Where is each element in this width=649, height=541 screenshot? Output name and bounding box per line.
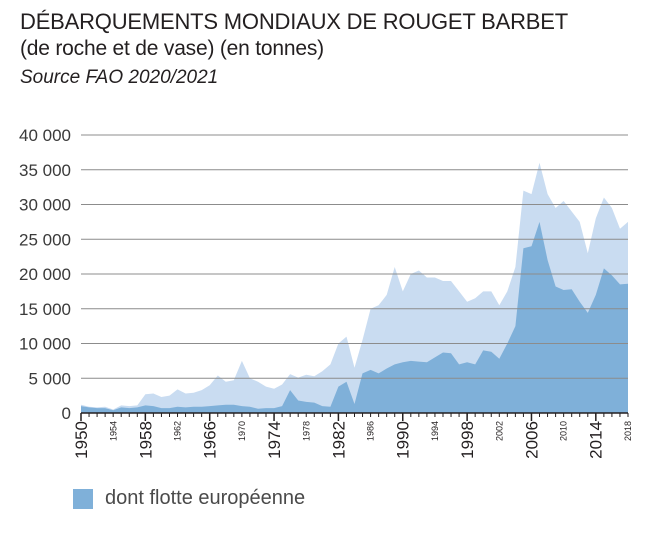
x-tick-label-minor: 2002 <box>494 421 504 441</box>
x-tick-label-minor: 2010 <box>559 421 569 441</box>
y-tick-label: 30 000 <box>19 196 71 215</box>
x-tick-label-major: 1982 <box>329 421 348 459</box>
legend: dont flotte européenne <box>73 487 305 510</box>
series-area-2 <box>81 221 628 413</box>
x-tick-label-minor: 1954 <box>108 421 118 441</box>
x-tick-label-major: 1998 <box>458 421 477 459</box>
chart-subtitle: (de roche et de vase) (en tonnes) <box>20 37 324 60</box>
area-chart: 0 5 000 10 000 15 000 20 000 25 000 30 000 35 0… <box>19 126 633 459</box>
x-tick-label-minor: 1986 <box>366 421 376 441</box>
x-tick-label-minor: 1962 <box>173 421 183 441</box>
y-tick-label: 10 000 <box>19 335 71 354</box>
x-tick-label-minor: 1994 <box>430 421 440 441</box>
chart-title: DÉBARQUEMENTS MONDIAUX DE ROUGET BARBET <box>20 9 568 34</box>
x-tick-label-minor: 2018 <box>623 421 633 441</box>
x-tick-label-major: 1950 <box>72 421 91 459</box>
x-tick-label-minor: 1978 <box>301 421 311 441</box>
x-tick-label-major: 1966 <box>201 421 220 459</box>
y-tick-label: 15 000 <box>19 300 71 319</box>
chart-source: Source FAO 2020/2021 <box>20 67 219 88</box>
y-tick-label: 35 000 <box>19 161 71 180</box>
y-tick-label: 40 000 <box>19 126 71 145</box>
y-tick-label: 25 000 <box>19 230 71 249</box>
y-tick-label: 20 000 <box>19 265 71 284</box>
y-tick-label: 5 000 <box>28 369 71 388</box>
series-area-1 <box>81 162 628 413</box>
x-tick-label-minor: 1970 <box>237 421 247 441</box>
x-tick-label-major: 1990 <box>394 421 413 459</box>
legend-swatch <box>73 488 93 509</box>
x-tick-label-major: 2006 <box>522 421 541 459</box>
x-tick-label-major: 1958 <box>136 421 155 459</box>
title-block: DÉBARQUEMENTS MONDIAUX DE ROUGET BARBET … <box>20 8 568 91</box>
x-tick-label-major: 1974 <box>265 421 284 459</box>
y-tick-label: 0 <box>62 404 71 423</box>
x-tick-label-major: 2014 <box>587 421 606 459</box>
legend-label: dont flotte européenne <box>105 487 306 509</box>
